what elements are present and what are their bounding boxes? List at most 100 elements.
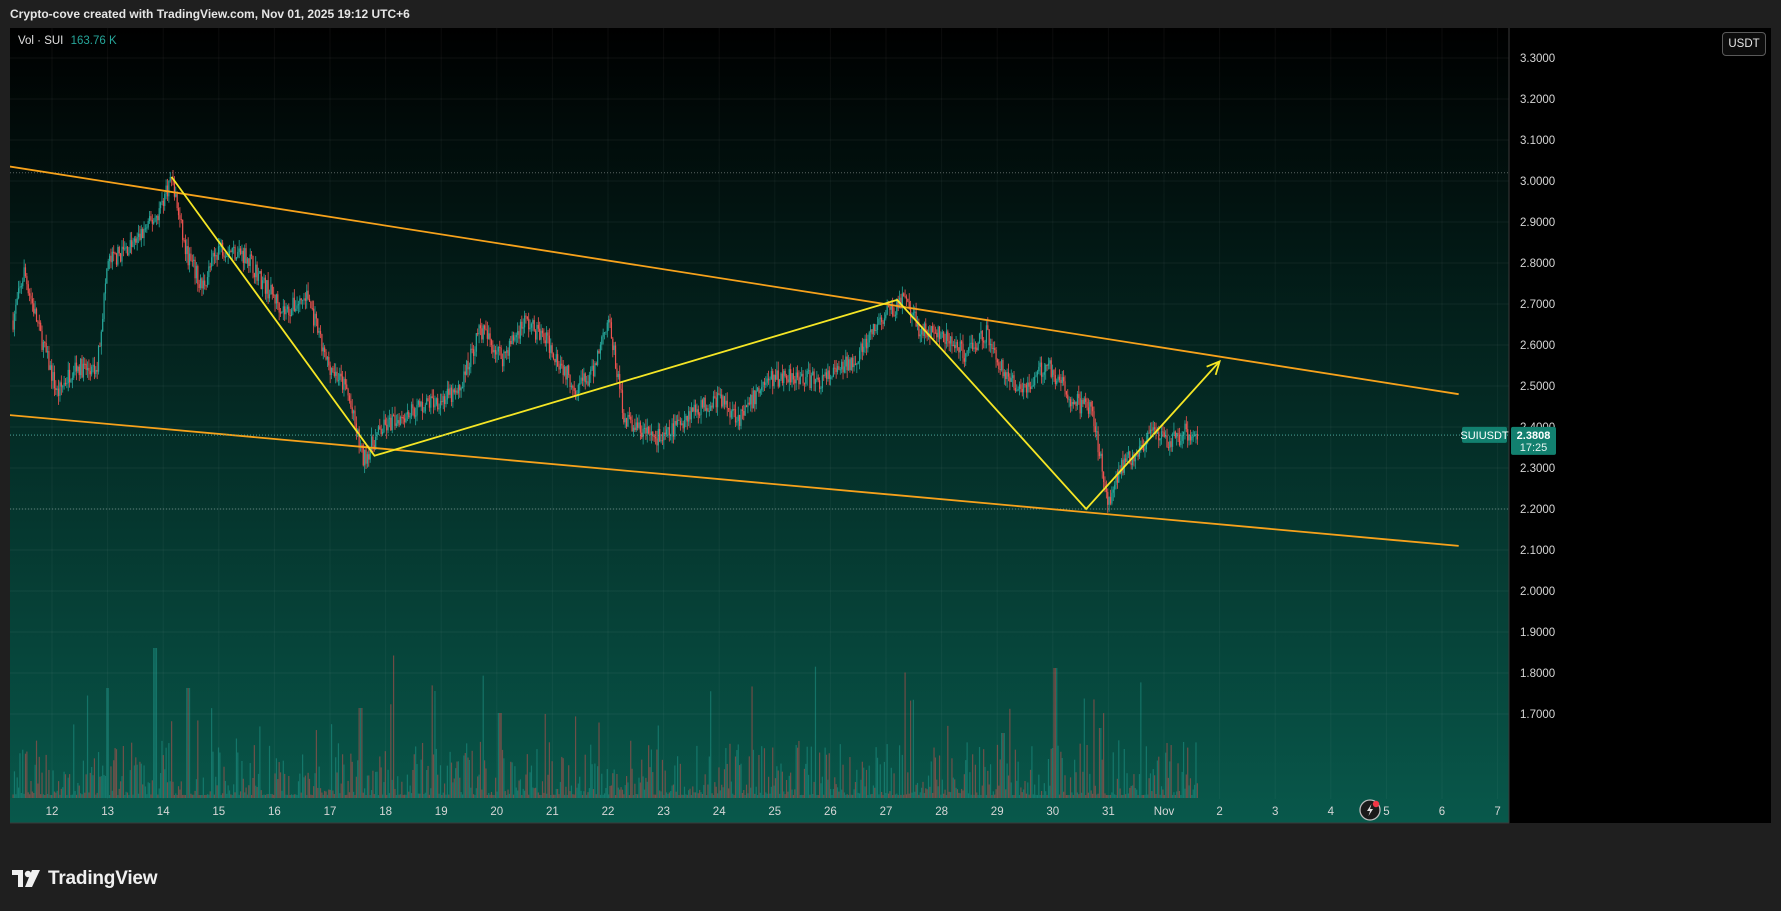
candle-body bbox=[554, 358, 556, 363]
volume-bar bbox=[996, 744, 999, 798]
volume-bar bbox=[1104, 793, 1106, 798]
volume-bar bbox=[413, 754, 415, 798]
candle-body bbox=[384, 419, 386, 425]
volume-bar bbox=[1091, 793, 1094, 798]
volume-bar bbox=[359, 708, 362, 798]
time-tick-label: 18 bbox=[379, 806, 392, 818]
candle-body bbox=[875, 329, 877, 332]
candle-body bbox=[324, 347, 326, 353]
volume-bar bbox=[929, 786, 931, 798]
candle-body bbox=[854, 363, 857, 365]
candle-body bbox=[1171, 434, 1174, 447]
volume-bar bbox=[898, 745, 901, 798]
volume-bar bbox=[388, 793, 391, 798]
candle-body bbox=[1097, 431, 1099, 453]
candle-body bbox=[803, 383, 806, 385]
time-tick-label: 4 bbox=[1328, 806, 1335, 818]
volume-bar bbox=[803, 768, 806, 798]
candle-body bbox=[224, 256, 226, 258]
candle-body bbox=[1129, 451, 1131, 463]
candle-body bbox=[503, 351, 505, 367]
volume-bar bbox=[595, 794, 597, 798]
volume-bar bbox=[441, 794, 443, 798]
candle-body bbox=[537, 324, 539, 329]
time-axis[interactable]: 12 13 14 15 16 17 18 19 20 21 22 23 24 25 26 27 28 29 30 31… bbox=[10, 806, 1509, 824]
candle-body bbox=[22, 281, 24, 287]
volume-bar bbox=[836, 787, 839, 798]
volume-bar bbox=[522, 788, 524, 798]
candle-body bbox=[1152, 427, 1154, 431]
volume-bar bbox=[1029, 769, 1032, 798]
candle-body bbox=[1173, 431, 1175, 435]
volume-bar bbox=[796, 747, 799, 798]
volume-bar bbox=[515, 787, 517, 798]
candle-body bbox=[471, 348, 473, 350]
volume-bar bbox=[555, 788, 557, 798]
volume-bar bbox=[912, 699, 914, 798]
volume-bar bbox=[219, 752, 221, 798]
candle-body bbox=[273, 294, 275, 296]
volume-bar bbox=[965, 760, 967, 798]
volume-bar bbox=[550, 794, 552, 798]
volume-bar bbox=[299, 773, 301, 798]
tradingview-logo[interactable]: TradingView bbox=[12, 868, 158, 890]
volume-bar bbox=[525, 774, 527, 798]
candle-body bbox=[624, 418, 626, 423]
volume-bar bbox=[368, 775, 370, 798]
volume-bar bbox=[925, 788, 927, 798]
volume-bar bbox=[402, 794, 404, 798]
candle-body bbox=[951, 336, 953, 347]
candle-body bbox=[631, 419, 633, 432]
volume-bar bbox=[86, 695, 89, 798]
volume-bar bbox=[632, 794, 635, 798]
price-chart[interactable]: 3.30003.20003.10003.00002.90002.80002.70… bbox=[10, 28, 1771, 850]
volume-bar bbox=[336, 772, 338, 798]
volume-bar bbox=[876, 757, 879, 798]
candle-body bbox=[357, 429, 359, 433]
candle-body bbox=[540, 330, 542, 340]
lightning-icon[interactable] bbox=[1359, 799, 1381, 821]
time-tick-label: 17 bbox=[324, 806, 337, 818]
candle-body bbox=[420, 402, 422, 407]
volume-bar bbox=[198, 794, 200, 798]
candle-body bbox=[139, 233, 141, 240]
chart-frame[interactable]: 3.3000 3.2000 3.1000 3.0000 2.9000 2.8000 2.70… bbox=[10, 28, 1771, 850]
volume-bar bbox=[936, 779, 938, 798]
candle-body bbox=[108, 255, 111, 262]
volume-bar bbox=[1156, 760, 1158, 798]
candle-body bbox=[182, 219, 184, 240]
candle-body bbox=[674, 421, 676, 437]
candle-body bbox=[750, 394, 752, 405]
candle-body bbox=[388, 417, 391, 420]
candle-body bbox=[584, 373, 586, 383]
volume-bar bbox=[124, 794, 126, 798]
candle-body bbox=[1018, 384, 1021, 389]
volume-bar bbox=[125, 791, 127, 798]
volume-bar bbox=[823, 794, 825, 798]
volume-bar bbox=[1063, 791, 1065, 798]
volume-bar bbox=[132, 794, 134, 798]
volume-bar bbox=[601, 773, 603, 798]
currency-button[interactable]: USDT bbox=[1722, 32, 1766, 56]
candle-body bbox=[1115, 476, 1117, 485]
volume-bar bbox=[166, 782, 169, 798]
volume-bar bbox=[231, 794, 233, 798]
volume-bar bbox=[49, 794, 51, 798]
candle-body bbox=[401, 417, 403, 419]
volume-bar bbox=[44, 795, 46, 798]
candle-body bbox=[1063, 377, 1065, 382]
price-badge-countdown: 17:25 bbox=[1520, 442, 1548, 454]
volume-bar bbox=[373, 794, 375, 798]
volume-bar bbox=[1014, 749, 1016, 798]
volume-bar bbox=[603, 793, 606, 798]
volume-bar bbox=[976, 792, 978, 798]
volume-bar bbox=[871, 794, 873, 798]
price-tick-label: 2.9000 bbox=[1520, 217, 1555, 229]
volume-bar bbox=[328, 789, 330, 798]
price-tick-label: 1.8000 bbox=[1520, 668, 1555, 680]
candle-body bbox=[814, 378, 817, 384]
volume-bar bbox=[224, 780, 226, 798]
candle-body bbox=[77, 366, 79, 372]
candle-body bbox=[48, 351, 50, 370]
volume-bar bbox=[569, 791, 571, 798]
